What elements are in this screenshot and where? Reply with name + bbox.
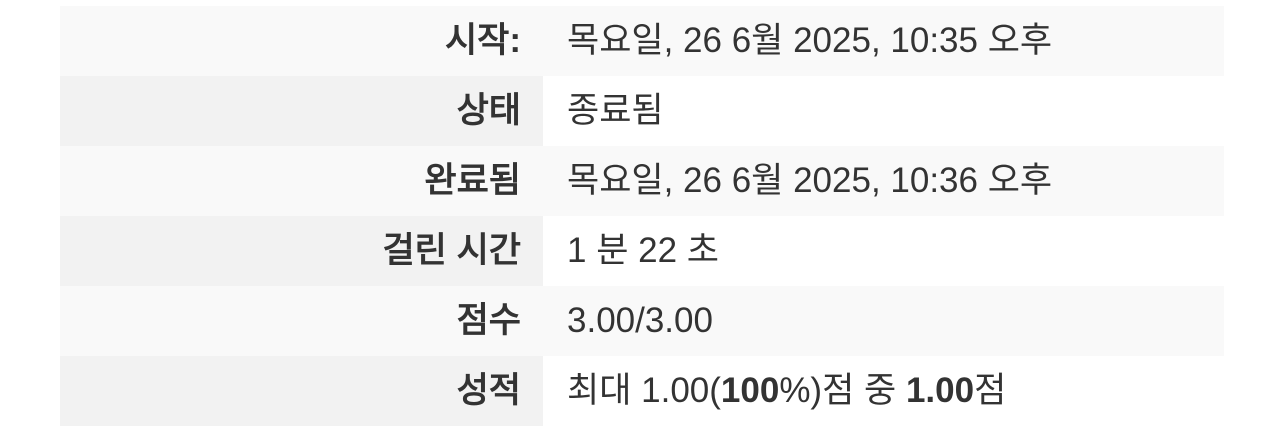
started-value: 목요일, 26 6월 2025, 10:35 오후 xyxy=(543,6,1224,76)
summary-row-marks: 점수 3.00/3.00 xyxy=(60,286,1224,356)
completed-label: 완료됨 xyxy=(60,146,543,216)
started-label: 시작: xyxy=(60,6,543,76)
marks-value: 3.00/3.00 xyxy=(543,286,1224,356)
grade-suffix: 점 xyxy=(974,371,1007,410)
summary-row-state: 상태 종료됨 xyxy=(60,76,1224,146)
completed-value: 목요일, 26 6월 2025, 10:36 오후 xyxy=(543,146,1224,216)
grade-label: 성적 xyxy=(60,356,543,426)
grade-prefix: 최대 1.00( xyxy=(567,371,721,410)
state-value: 종료됨 xyxy=(543,76,1224,146)
grade-value: 최대 1.00(100%)점 중 1.00점 xyxy=(543,356,1224,426)
time-taken-value: 1 분 22 초 xyxy=(543,216,1224,286)
quiz-attempt-summary: 시작: 목요일, 26 6월 2025, 10:35 오후 상태 종료됨 완료됨… xyxy=(60,6,1224,426)
time-taken-label: 걸린 시간 xyxy=(60,216,543,286)
state-label: 상태 xyxy=(60,76,543,146)
grade-percent: 100 xyxy=(720,371,780,410)
grade-percent-suffix: %)점 중 xyxy=(779,371,906,410)
grade-score: 1.00 xyxy=(905,371,975,410)
summary-row-completed: 완료됨 목요일, 26 6월 2025, 10:36 오후 xyxy=(60,146,1224,216)
summary-row-grade: 성적 최대 1.00(100%)점 중 1.00점 xyxy=(60,356,1224,426)
summary-row-time-taken: 걸린 시간 1 분 22 초 xyxy=(60,216,1224,286)
marks-label: 점수 xyxy=(60,286,543,356)
summary-row-started: 시작: 목요일, 26 6월 2025, 10:35 오후 xyxy=(60,6,1224,76)
